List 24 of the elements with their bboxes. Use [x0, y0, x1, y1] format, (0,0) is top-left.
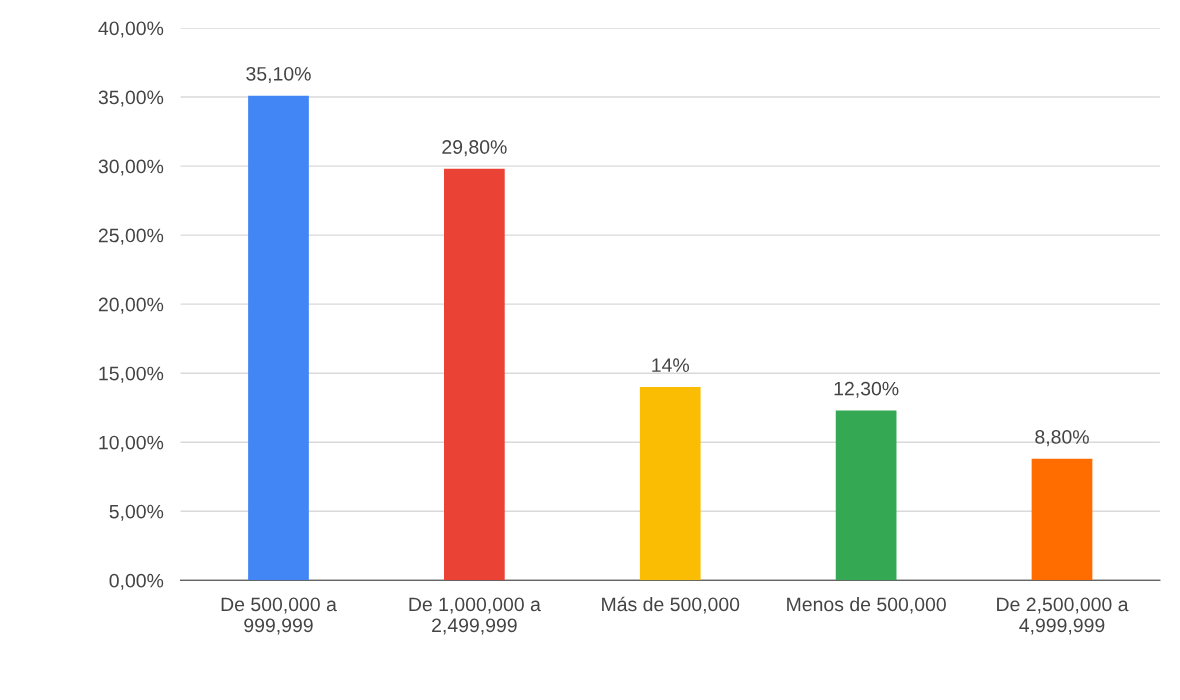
x-tick-label: De 1,000,000 a 2,499,999 — [409, 597, 541, 635]
bar — [639, 386, 701, 581]
y-tick-label: 25,00% — [98, 228, 164, 245]
y-tick-label: 20,00% — [98, 297, 164, 314]
bar — [248, 95, 309, 581]
bar — [835, 410, 897, 581]
x-tick-label: De 500,000 a 999,999 — [221, 597, 337, 635]
data-label: 8,80% — [1035, 430, 1089, 447]
y-tick-label: 35,00% — [98, 90, 164, 107]
data-label: 29,80% — [442, 140, 507, 157]
y-tick-label: 15,00% — [99, 366, 164, 383]
y-tick-label: 40,00% — [98, 21, 164, 38]
data-label: 35,10% — [246, 66, 311, 83]
bar — [1031, 458, 1093, 581]
bar — [444, 168, 505, 581]
data-label: 14% — [652, 358, 690, 372]
y-tick-label: 0,00% — [109, 573, 164, 590]
x-tick-label: Más de 500,000 — [602, 596, 740, 614]
data-label: 12,30% — [834, 381, 899, 398]
x-tick-label: Menos de 500,000 — [787, 596, 946, 614]
y-tick-label: 5,00% — [109, 504, 164, 521]
x-tick-label: De 2,500,000 a 4,999,999 — [997, 597, 1129, 635]
y-tick-label: 30,00% — [98, 159, 164, 176]
y-tick-label: 10,00% — [99, 435, 164, 452]
